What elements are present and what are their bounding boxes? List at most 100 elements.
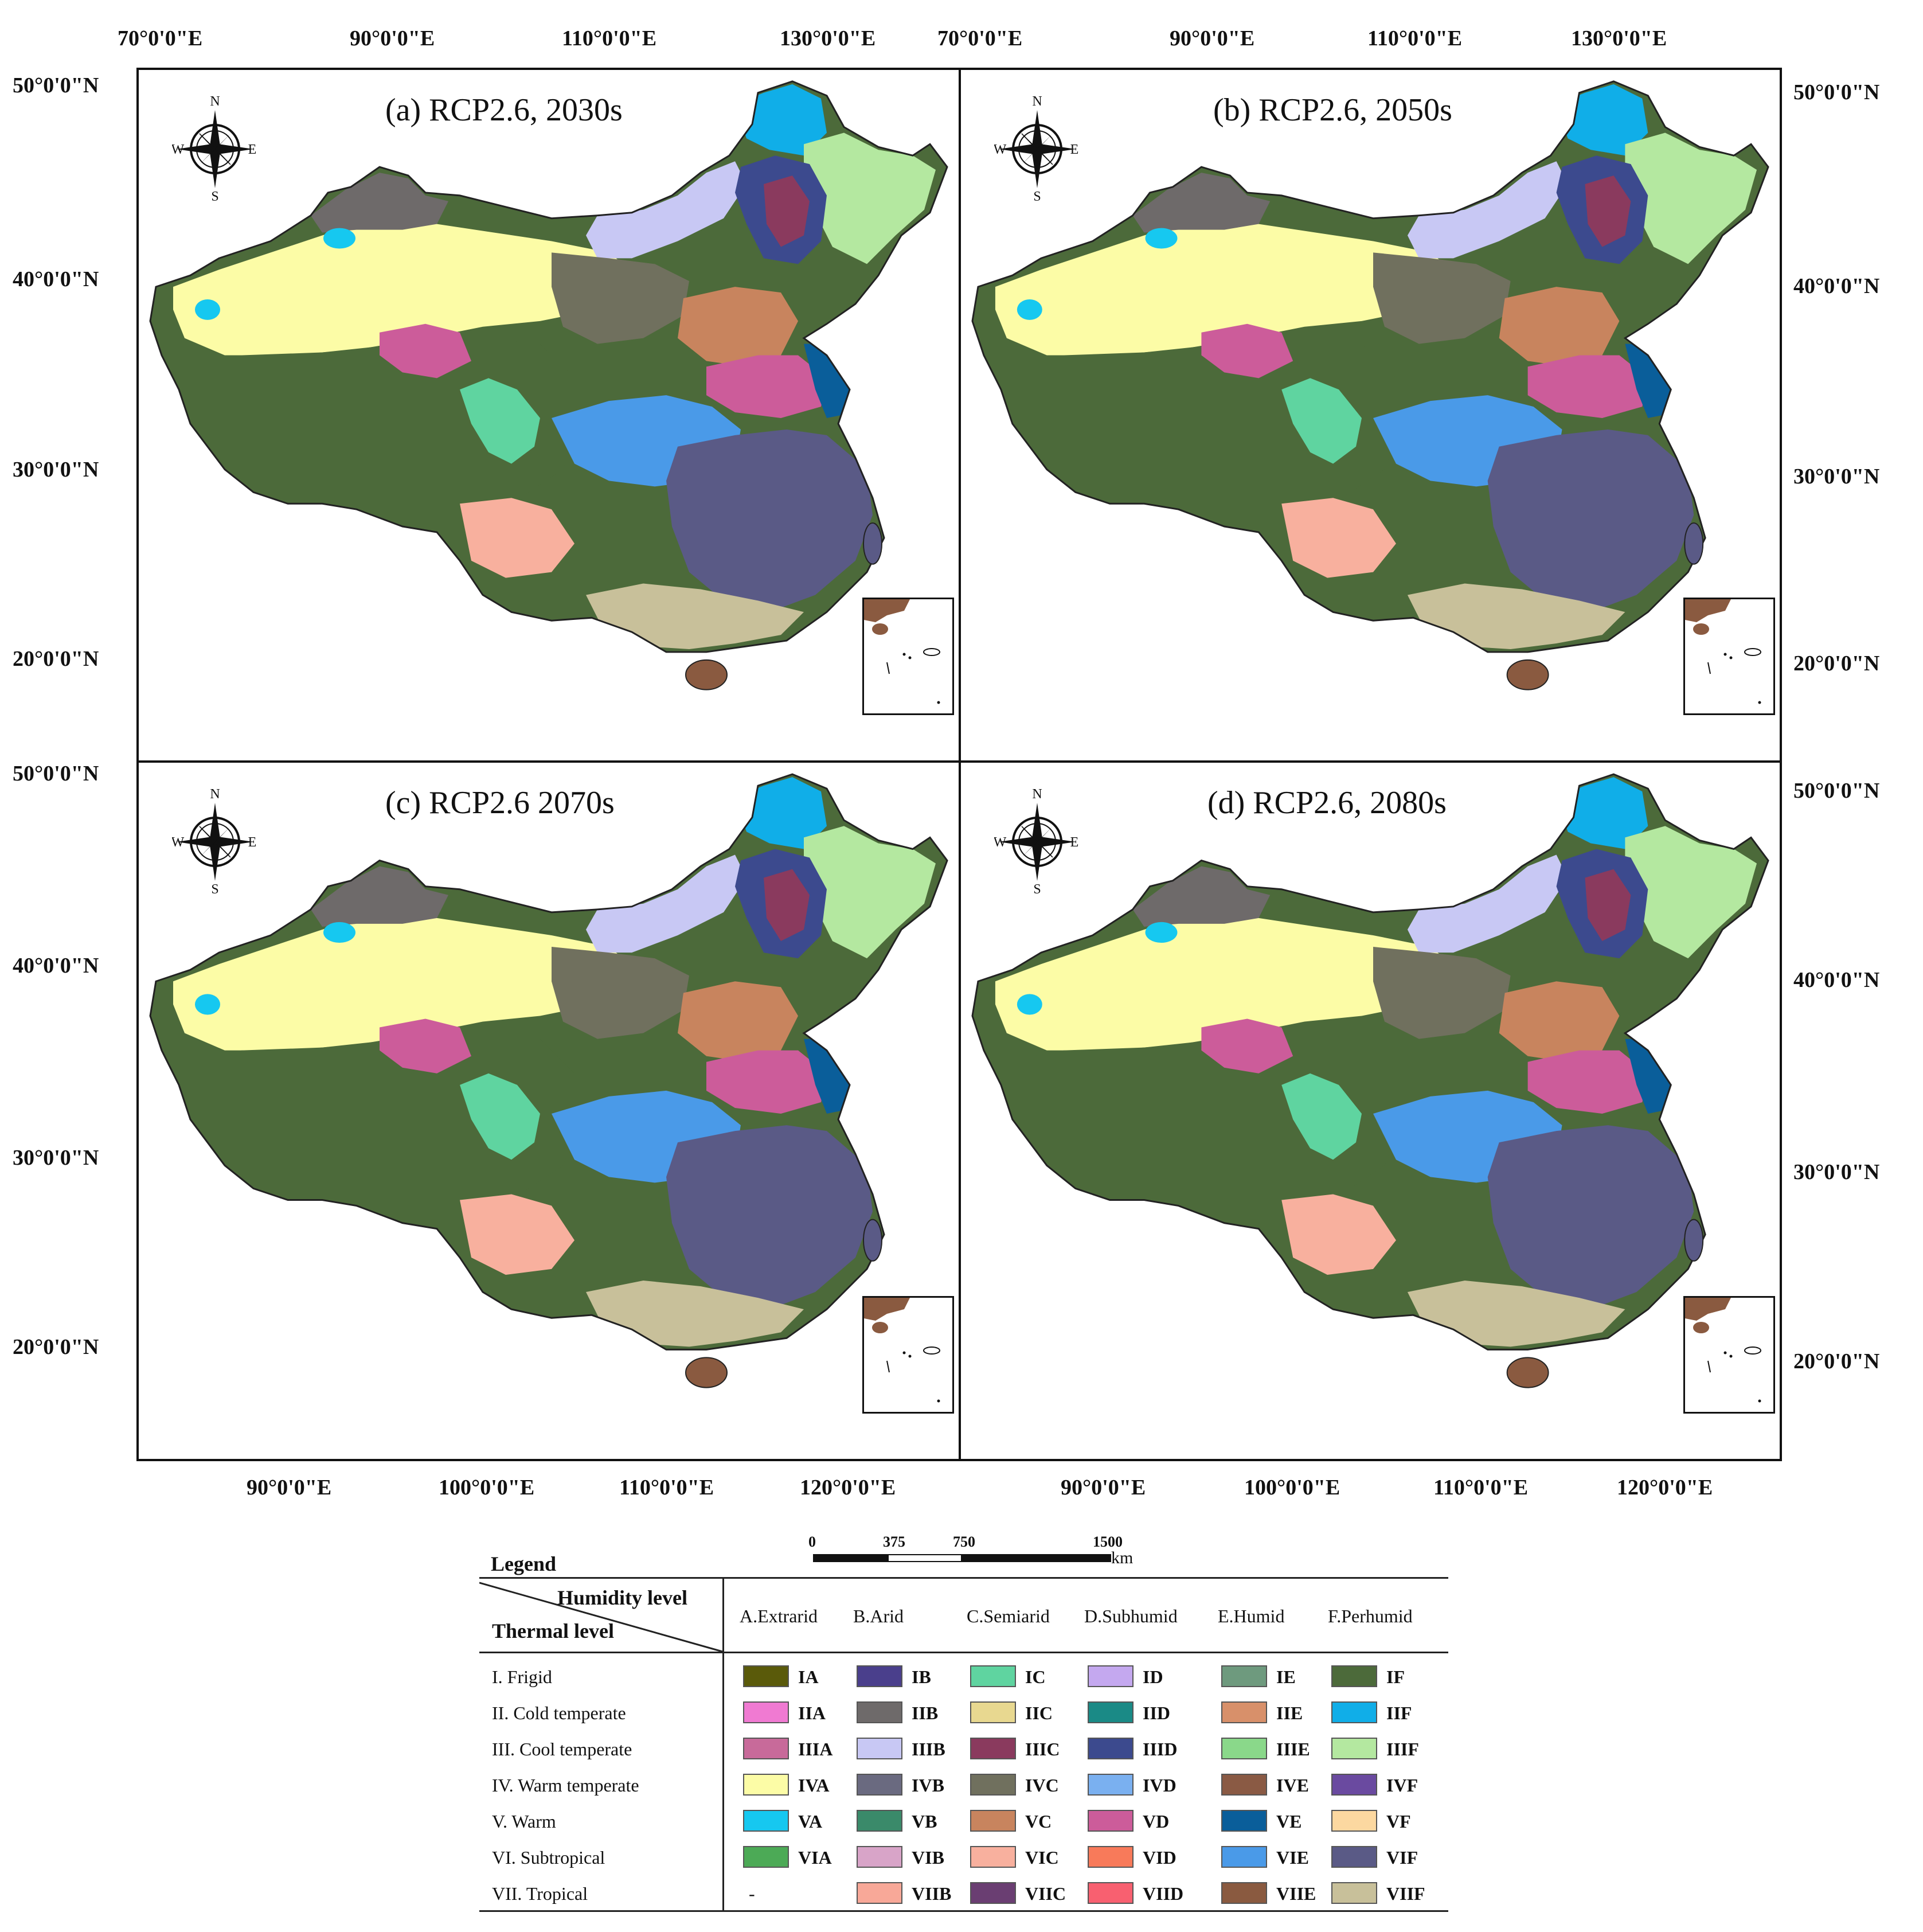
legend-code-IIE: IIE <box>1276 1703 1303 1723</box>
climate-zone-northeast-core-inner <box>764 869 810 942</box>
right-lat-label-2: 30°0'0"N <box>1793 465 1880 489</box>
climate-zone-desert <box>173 218 638 356</box>
climate-zone-xinjiang-gray <box>311 866 448 927</box>
legend-code-VD: VD <box>1143 1811 1170 1832</box>
bottom-lon-label-0: 90°0'0"E <box>247 1476 332 1500</box>
top-lon-label-4: 70°0'0"E <box>937 26 1023 50</box>
lake <box>1017 299 1042 320</box>
climate-zone-south-coast <box>586 583 804 649</box>
legend-code-VIIE: VIIE <box>1276 1883 1316 1904</box>
top-lon-label-0: 70°0'0"E <box>118 26 203 50</box>
scale-bar-segment-3 <box>962 1554 1111 1562</box>
compass-rose-icon: N S W E <box>172 787 256 895</box>
compass-w-label: W <box>994 835 1007 850</box>
climate-zone-northeast-forest <box>1625 826 1757 959</box>
bottom-lon-label-7: 120°0'0"E <box>1617 1476 1713 1500</box>
legend-swatch-VIF <box>1331 1846 1377 1868</box>
north-arrow-compass: N S W E <box>172 786 258 895</box>
compass-n-label: N <box>1032 94 1042 109</box>
climate-zone-yangtze <box>1527 1050 1648 1114</box>
legend-swatch-IIB <box>857 1701 902 1723</box>
climate-zone-inner-mongolia <box>586 854 746 953</box>
climate-zone-southeast <box>1487 429 1694 612</box>
legend-bottom-rule <box>479 1910 1448 1912</box>
lake <box>1145 228 1178 249</box>
china-border <box>149 773 948 1351</box>
scale-bar-segment-1 <box>813 1554 888 1562</box>
compass-w-label: W <box>172 142 185 157</box>
legend-swatch-IVE <box>1221 1774 1267 1796</box>
scale-label-750: 750 <box>953 1533 975 1550</box>
left-lat-label-0: 50°0'0"N <box>13 73 99 97</box>
legend-code-IB: IB <box>912 1666 931 1687</box>
climate-zone-southwest <box>460 498 574 578</box>
scale-bar: 0 375 750 1500 km <box>808 1533 1134 1569</box>
climate-zone-xinjiang-gray <box>311 173 448 233</box>
legend-swatch-VIIC <box>970 1882 1016 1904</box>
humidity-level-5: F.Perhumid <box>1328 1606 1413 1626</box>
north-arrow-compass: N S W E <box>994 93 1080 202</box>
legend-header-rule <box>479 1652 1448 1653</box>
climate-zone-yangtze <box>706 355 827 418</box>
thermal-level-2: III. Cool temperate <box>492 1739 632 1759</box>
inset-map <box>1685 599 1761 704</box>
thermal-level-1: II. Cold temperate <box>492 1703 626 1723</box>
panel-title: (b) RCP2.6, 2050s <box>1213 92 1452 128</box>
legend-swatch-VIID <box>1088 1882 1134 1904</box>
left-lat-label-6: 30°0'0"N <box>13 1146 99 1170</box>
right-lat-label-3: 20°0'0"N <box>1793 651 1880 676</box>
compass-rose-icon: N S W E <box>994 787 1078 895</box>
south-china-sea-inset <box>862 598 954 715</box>
north-arrow-compass: N S W E <box>994 786 1080 895</box>
thermal-level-4: V. Warm <box>492 1811 556 1832</box>
legend-swatch-VIA <box>743 1846 789 1868</box>
legend-swatch-IIC <box>970 1701 1016 1723</box>
top-lon-label-3: 130°0'0"E <box>780 26 876 50</box>
thermal-level-5: VI. Subtropical <box>492 1847 605 1868</box>
top-lon-label-5: 90°0'0"E <box>1170 26 1255 50</box>
climate-zone-south-coast <box>1407 1280 1625 1347</box>
legend-swatch-IB <box>857 1665 902 1687</box>
climate-zone-loess <box>1373 252 1511 344</box>
legend-code-VIF: VIF <box>1386 1847 1418 1868</box>
legend-code-IF: IF <box>1386 1666 1405 1687</box>
legend-swatch-IIIA <box>743 1738 789 1759</box>
compass-s-label: S <box>1033 882 1041 895</box>
climate-zone-semiarid-ribbon <box>460 1073 540 1160</box>
legend-swatch-IIID <box>1088 1738 1134 1759</box>
left-lat-label-7: 20°0'0"N <box>13 1335 99 1359</box>
climate-zone-loess <box>552 252 689 344</box>
lake <box>323 228 355 249</box>
compass-n-label: N <box>1032 787 1042 802</box>
climate-zone-south-coast <box>586 1280 804 1347</box>
scale-label-1500: 1500 <box>1093 1533 1123 1550</box>
china-border <box>971 80 1769 653</box>
map-panel-b: (b) RCP2.6, 2050s N S W E <box>961 70 1780 760</box>
humidity-level-1: B.Arid <box>853 1606 904 1626</box>
climate-zone-yangtze <box>706 1050 827 1114</box>
compass-n-label: N <box>210 787 220 802</box>
legend-code-IVC: IVC <box>1025 1775 1059 1796</box>
china-border <box>149 80 948 653</box>
legend-swatch-VF <box>1331 1810 1377 1832</box>
bottom-lon-label-6: 110°0'0"E <box>1433 1476 1529 1500</box>
legend-swatch-ID <box>1088 1665 1134 1687</box>
legend-code-IIIC: IIIC <box>1025 1739 1060 1759</box>
climate-zone-desert <box>995 912 1459 1051</box>
legend-swatch-IVF <box>1331 1774 1377 1796</box>
china-climate-map <box>149 773 948 1388</box>
legend-swatch-IIIF <box>1331 1738 1377 1759</box>
climate-zone-southwest <box>460 1194 574 1275</box>
legend-code-empty: - <box>749 1883 755 1904</box>
legend-code-IID: IID <box>1143 1703 1171 1723</box>
compass-s-label: S <box>1033 189 1041 202</box>
legend-code-IIIF: IIIF <box>1386 1739 1419 1759</box>
climate-zone-southeast <box>1487 1125 1694 1310</box>
legend-code-ID: ID <box>1143 1666 1163 1687</box>
legend-swatch-IC <box>970 1665 1016 1687</box>
top-lon-label-7: 130°0'0"E <box>1571 26 1667 50</box>
inset-map <box>1685 1298 1761 1403</box>
legend-swatch-VB <box>857 1810 902 1832</box>
legend-code-IVB: IVB <box>912 1775 944 1796</box>
thermal-level-0: I. Frigid <box>492 1666 552 1687</box>
